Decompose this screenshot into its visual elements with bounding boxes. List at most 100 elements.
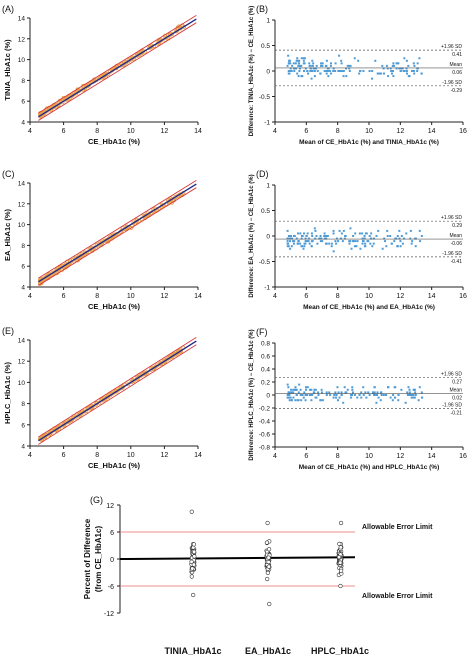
difference-point [409, 237, 412, 240]
difference-point [338, 396, 341, 399]
difference-point [405, 59, 408, 62]
difference-point [373, 391, 376, 394]
difference-point [338, 70, 341, 72]
sd-line-label: Mean [449, 388, 462, 394]
upper-limit-line [38, 15, 197, 114]
difference-point [302, 396, 305, 399]
difference-point [302, 62, 305, 65]
scatter-point [41, 435, 46, 440]
difference-point [349, 227, 352, 230]
difference-point [356, 396, 359, 399]
difference-point [362, 394, 365, 396]
y-tick-label: 4 [21, 120, 25, 127]
difference-point [342, 401, 345, 404]
x-tick-label: 8 [336, 293, 340, 300]
sd-line-label: +1.96 SD [441, 371, 462, 377]
difference-point [298, 70, 301, 72]
x-tick-label: 12 [161, 452, 169, 459]
difference-point [317, 394, 320, 396]
error-limit-label: Allowable Error Limit [362, 524, 433, 531]
difference-point [420, 235, 423, 237]
difference-point [337, 240, 340, 243]
difference-point [312, 62, 315, 65]
difference-point [341, 240, 344, 243]
difference-point [287, 396, 290, 399]
difference-point [370, 237, 373, 240]
difference-point [367, 391, 370, 394]
difference-point [299, 242, 302, 245]
difference-point [395, 62, 398, 65]
difference-point [417, 399, 420, 402]
difference-point [348, 242, 351, 245]
difference-point [190, 566, 195, 571]
difference-point [351, 240, 354, 243]
difference-point [351, 391, 354, 394]
difference-point [295, 394, 298, 396]
difference-point [416, 67, 419, 70]
difference-point [297, 75, 300, 78]
difference-point [391, 70, 394, 72]
difference-point [325, 59, 328, 62]
difference-point [292, 62, 295, 65]
difference-point [383, 237, 386, 240]
difference-point [414, 391, 417, 394]
difference-point [396, 245, 399, 248]
difference-point [412, 70, 415, 72]
difference-point [392, 75, 395, 78]
difference-point [332, 250, 335, 253]
difference-point [302, 59, 305, 62]
x-tick-label: 10 [127, 452, 135, 459]
y-tick-label: 6 [21, 264, 25, 271]
panel-label: (D) [256, 169, 269, 179]
difference-point [403, 57, 406, 60]
difference-point [363, 235, 366, 237]
y-tick-label: 14 [18, 181, 26, 188]
difference-point [362, 386, 365, 389]
y-tick-label: 4 [21, 444, 25, 451]
x-axis-label: Mean of CE_HbA1c (%) and HPLC_HbA1c (%) [299, 464, 440, 471]
difference-point [342, 75, 345, 78]
difference-point [358, 394, 361, 396]
difference-point [293, 70, 296, 72]
x-tick-label: 4 [273, 293, 277, 300]
x-tick-label: 12 [396, 453, 404, 460]
sd-line-label: Mean [449, 233, 462, 239]
difference-point [327, 75, 330, 78]
difference-point [399, 70, 402, 72]
difference-point [324, 235, 327, 237]
y-tick-label: -0.2 [259, 406, 271, 413]
y-axis-label: TINIA_HbA1c (%) [3, 39, 12, 101]
y-tick-label: 14 [18, 338, 26, 345]
difference-point [310, 67, 313, 70]
x-tick-label: 4 [28, 452, 32, 459]
difference-point [353, 394, 356, 396]
difference-point [334, 62, 337, 65]
difference-point [400, 67, 403, 70]
difference-point [286, 240, 289, 243]
difference-point [335, 242, 338, 245]
difference-point [328, 242, 331, 245]
difference-point [340, 232, 343, 235]
bland-altman-panel: (F) 4 6 8 10 12 14 16 -0.8 -0.6 -0.4 -0.2 0 0.2 0.4 0.6… [249, 327, 467, 471]
difference-point [319, 72, 322, 75]
difference-point [393, 64, 396, 67]
difference-point [338, 229, 341, 232]
zero-line [119, 556, 356, 560]
difference-point [381, 247, 384, 250]
difference-point [265, 520, 270, 526]
difference-point [304, 394, 307, 396]
difference-point [286, 229, 289, 232]
difference-point [310, 240, 313, 243]
difference-point [409, 229, 412, 232]
difference-point [328, 70, 331, 72]
difference-point [189, 559, 194, 564]
difference-point [338, 568, 344, 573]
difference-point [368, 394, 371, 396]
difference-point [304, 67, 307, 70]
difference-point [299, 232, 302, 235]
difference-point [416, 62, 419, 65]
difference-point [307, 240, 310, 243]
difference-point [310, 245, 313, 248]
regression-panel: (C) 4 6 8 10 12 14 4 6 8 10 12 14 CE_HbA1c (%) EA_HbA1… [2, 169, 202, 311]
